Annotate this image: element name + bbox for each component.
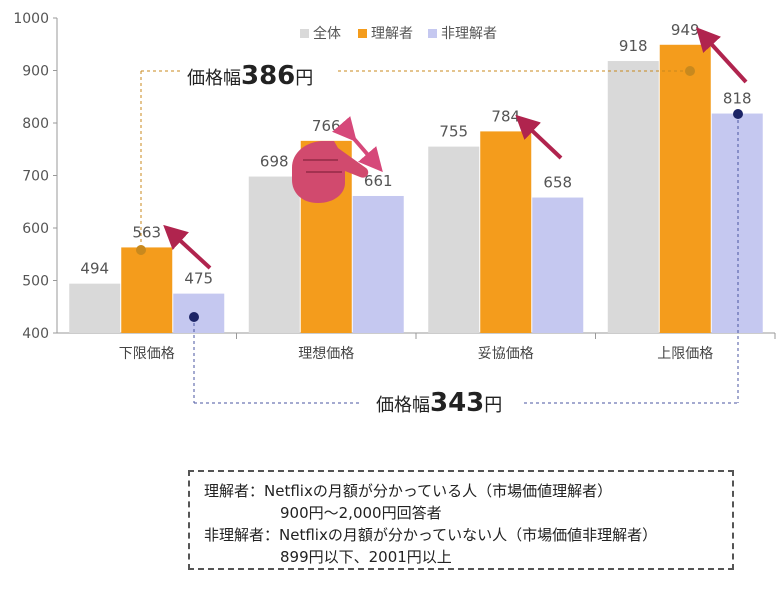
- legend-swatch-all: [300, 29, 309, 38]
- bar: [428, 146, 480, 333]
- upper-price-range-annotation: 価格幅386円: [136, 61, 695, 255]
- bar: [173, 293, 225, 333]
- x-category-label: 理想価格: [298, 346, 354, 362]
- data-label: 563: [132, 223, 161, 241]
- data-label: 766: [312, 117, 341, 135]
- x-category-label: 上限価格: [657, 346, 713, 362]
- upper-range-text: 価格幅386円: [187, 61, 313, 91]
- note-non-understanders: 非理解者：Netflixの月額が分かっていない人（市場価値非理解者）: [204, 526, 658, 544]
- lower-range-unit: 円: [484, 395, 502, 416]
- legend: 全体 理解者 非理解者: [300, 25, 497, 42]
- bar: [480, 131, 532, 333]
- legend-label-non-understanders: 非理解者: [441, 26, 497, 42]
- x-category-label: 妥協価格: [478, 346, 534, 362]
- bar: [607, 61, 659, 334]
- y-tick-label: 400: [22, 326, 49, 342]
- pointing-hand-icon: [292, 141, 369, 203]
- legend-swatch-understanders: [358, 29, 367, 38]
- data-label: 698: [260, 153, 289, 171]
- lower-marker-non-understanders: [189, 312, 199, 322]
- upper-range-value: 386: [241, 61, 295, 91]
- data-label: 784: [491, 107, 520, 125]
- up-arrow-compromise: [515, 114, 563, 160]
- up-arrow-lower: [163, 224, 212, 270]
- note-understanders: 理解者：Netflixの月額が分かっている人（市場価値理解者）: [204, 482, 613, 500]
- lower-range-prefix: 価格幅: [376, 395, 430, 416]
- bar: [248, 176, 300, 333]
- y-tick-label: 800: [22, 116, 49, 132]
- bars: [69, 44, 763, 334]
- y-tick-label: 1000: [13, 11, 49, 27]
- upper-range-unit: 円: [295, 68, 313, 89]
- data-label: 949: [671, 21, 700, 39]
- upper-marker-understanders: [685, 66, 695, 76]
- lower-price-range-annotation: 価格幅343円: [189, 109, 743, 418]
- y-tick-label: 900: [22, 64, 49, 80]
- data-label: 658: [543, 174, 572, 192]
- note-non-understanders-range: 899円以下、2001円以上: [280, 548, 452, 566]
- x-category-labels: 下限価格 理想価格 妥協価格 上限価格: [119, 333, 776, 362]
- x-category-label: 下限価格: [119, 346, 175, 362]
- legend-label-all: 全体: [313, 25, 341, 42]
- bar: [532, 197, 584, 333]
- legend-swatch-non-understanders: [428, 29, 437, 38]
- bar: [352, 195, 404, 333]
- legend-label-understanders: 理解者: [371, 26, 413, 42]
- data-label: 755: [439, 123, 468, 141]
- data-label: 494: [80, 260, 109, 278]
- y-tick-label: 500: [22, 274, 49, 290]
- data-label: 661: [364, 172, 393, 190]
- lower-range-value: 343: [430, 388, 484, 418]
- upper-marker-non-understanders: [733, 109, 743, 119]
- y-tick-label: 700: [22, 169, 49, 185]
- lower-range-text: 価格幅343円: [376, 388, 502, 418]
- upper-range-prefix: 価格幅: [187, 68, 241, 89]
- bar: [121, 247, 173, 333]
- data-label: 918: [619, 37, 648, 55]
- y-tick-label: 600: [22, 221, 49, 237]
- y-tick-labels: 400 500 600 700 800 900 1000: [13, 11, 57, 342]
- bar: [659, 44, 711, 334]
- lower-marker-understanders: [136, 245, 146, 255]
- double-arrow-ideal: [332, 116, 383, 173]
- up-arrow-upper: [695, 27, 748, 84]
- legend-note-box: 理解者：Netflixの月額が分かっている人（市場価値理解者） 900円～2,0…: [188, 470, 734, 570]
- data-label: 475: [184, 270, 213, 288]
- bar: [711, 113, 763, 333]
- data-label: 818: [723, 90, 752, 108]
- data-labels: 494 563 475 698 766 661 755 784 658 918 949 818: [80, 21, 751, 288]
- bar: [69, 283, 121, 333]
- note-understanders-range: 900円～2,000円回答者: [280, 504, 442, 522]
